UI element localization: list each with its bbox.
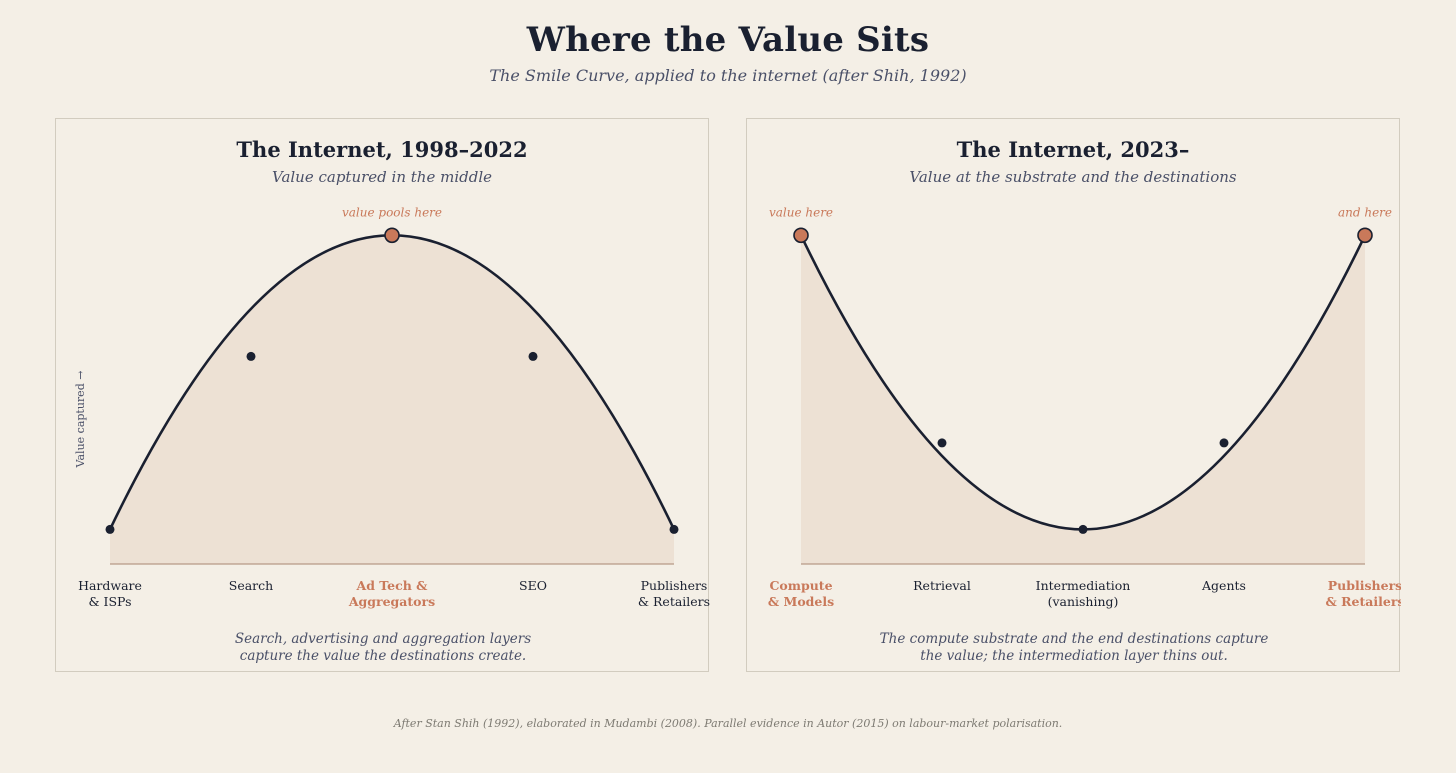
stage-label: Intermediation	[1036, 578, 1131, 593]
data-point	[105, 524, 115, 534]
point-annotation: value pools here	[342, 205, 442, 219]
panel-subtitle: Value captured in the middle	[271, 168, 492, 186]
curve-area	[801, 235, 1365, 565]
curve-area	[110, 235, 674, 564]
stage-label: & ISPs	[88, 594, 131, 609]
stage-label: Ad Tech &	[356, 578, 429, 593]
panel-subtitle: Value at the substrate and the destinati…	[909, 168, 1237, 186]
panel-caption: The compute substrate and the end destin…	[807, 631, 1341, 665]
caption-line: The compute substrate and the end destin…	[879, 631, 1269, 647]
page-subtitle: The Smile Curve, applied to the internet…	[489, 66, 967, 85]
highlight-point	[1357, 227, 1373, 244]
stage-label: SEO	[519, 578, 547, 593]
highlight-point	[793, 227, 809, 244]
point-annotation: and here	[1338, 205, 1392, 219]
stage-label: & Retailers	[1326, 594, 1401, 609]
panel-caption: Search, advertising and aggregation laye…	[116, 631, 650, 665]
y-axis-label: Value captured →	[74, 371, 87, 469]
panel-frown: The Internet, 1998–2022 Value captured i…	[55, 118, 710, 672]
stage-label: Publishers	[1328, 578, 1401, 593]
highlight-point	[384, 227, 400, 244]
data-point	[1219, 438, 1229, 448]
caption-line: the value; the intermediation layer thin…	[920, 648, 1228, 664]
data-point	[669, 524, 679, 534]
caption-line: capture the value the destinations creat…	[239, 648, 527, 664]
stage-label: Search	[229, 578, 273, 593]
data-point	[1078, 524, 1088, 534]
data-point	[937, 438, 947, 448]
stage-label: & Models	[768, 594, 834, 609]
panel-title: The Internet, 1998–2022	[236, 137, 528, 162]
stage-label: Agents	[1201, 578, 1246, 593]
stage-label: Hardware	[78, 578, 142, 593]
panel-smile: The Internet, 2023– Value at the substra…	[746, 118, 1401, 672]
stage-label: (vanishing)	[1048, 594, 1119, 609]
caption-line: Search, advertising and aggregation laye…	[234, 631, 532, 647]
panel-title: The Internet, 2023–	[956, 137, 1190, 162]
stage-label: Retrieval	[913, 578, 971, 593]
page-title: Where the Value Sits	[526, 20, 930, 60]
stage-label: Compute	[769, 578, 832, 593]
stage-label: Publishers	[641, 578, 708, 593]
chart-smile: value here and here Compute& Models Retriev…	[768, 205, 1401, 609]
chart-frown: Value captured → value pools here Hardware…	[74, 205, 710, 609]
data-point	[528, 351, 538, 361]
point-annotation: value here	[769, 205, 833, 219]
footer-citation: After Stan Shih (1992), elaborated in Mu…	[393, 717, 1063, 730]
data-point	[246, 351, 256, 361]
stage-label: & Retailers	[638, 594, 710, 609]
stage-label: Aggregators	[348, 594, 435, 609]
